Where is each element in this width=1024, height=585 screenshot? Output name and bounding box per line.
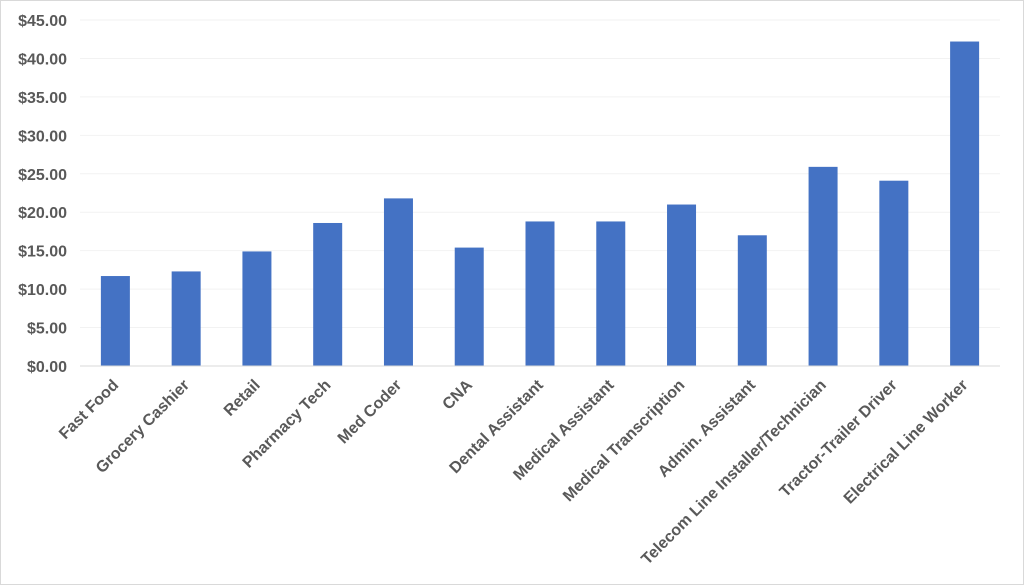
bar xyxy=(596,221,626,366)
bars xyxy=(100,41,980,366)
y-tick-label: $15.00 xyxy=(18,244,67,261)
x-tick-label: Tractor-Trailer Driver xyxy=(777,377,901,501)
bar xyxy=(879,180,909,366)
y-tick-label: $30.00 xyxy=(18,128,67,145)
y-tick-label: $0.00 xyxy=(27,359,67,376)
bar xyxy=(950,41,980,366)
x-tick-label: Electrical Line Worker xyxy=(841,377,972,508)
bar xyxy=(383,198,413,366)
y-tick-label: $20.00 xyxy=(18,205,67,222)
x-tick-label: Retail xyxy=(221,377,264,420)
x-tick-label: Fast Food xyxy=(56,377,122,443)
bar xyxy=(525,221,555,366)
x-tick-label: CNA xyxy=(440,376,477,413)
y-tick-label: $25.00 xyxy=(18,167,67,184)
y-tick-label: $40.00 xyxy=(18,51,67,68)
bar xyxy=(242,251,272,366)
bar xyxy=(454,247,484,366)
bar xyxy=(171,271,201,366)
bar xyxy=(313,222,343,366)
y-tick-label: $10.00 xyxy=(18,282,67,299)
x-tick-label: Med Coder xyxy=(335,377,405,447)
y-tick-label: $5.00 xyxy=(27,321,67,338)
bar xyxy=(737,235,767,366)
x-tick-label: Medical Transcription xyxy=(560,377,688,505)
y-tick-label: $45.00 xyxy=(18,13,67,30)
bar xyxy=(808,166,838,366)
y-tick-label: $35.00 xyxy=(18,90,67,107)
bar xyxy=(667,204,697,366)
bar xyxy=(100,276,130,366)
y-axis-tick-labels: $0.00 $5.00 $10.00 $15.00 $20.00 $25.00 $30.00… xyxy=(18,13,67,376)
gridlines xyxy=(80,19,1000,329)
